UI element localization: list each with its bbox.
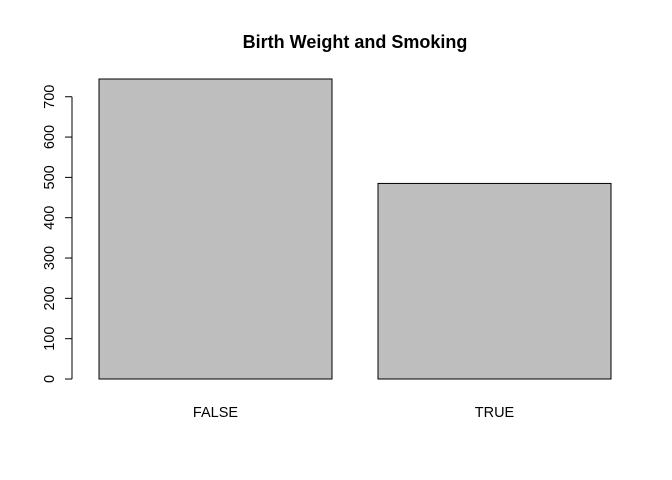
x-axis-labels: FALSE TRUE — [193, 405, 515, 421]
y-tick-label: 700 — [42, 85, 58, 109]
y-tick-label: 200 — [42, 286, 58, 310]
x-category-label: TRUE — [475, 405, 515, 421]
y-tick-label: 500 — [42, 165, 58, 189]
y-tick-label: 0 — [42, 375, 58, 383]
y-tick-label: 300 — [42, 246, 58, 270]
bar-true — [377, 182, 612, 380]
y-tick-label: 600 — [42, 125, 58, 149]
chart-title: Birth Weight and Smoking — [243, 32, 468, 52]
y-axis: 0 100 200 300 400 500 600 700 — [42, 85, 73, 383]
y-tick-label: 100 — [42, 327, 58, 351]
bars-group — [98, 78, 612, 380]
x-category-label: FALSE — [193, 405, 238, 421]
y-tick-label: 400 — [42, 206, 58, 230]
bar-false — [98, 78, 333, 380]
